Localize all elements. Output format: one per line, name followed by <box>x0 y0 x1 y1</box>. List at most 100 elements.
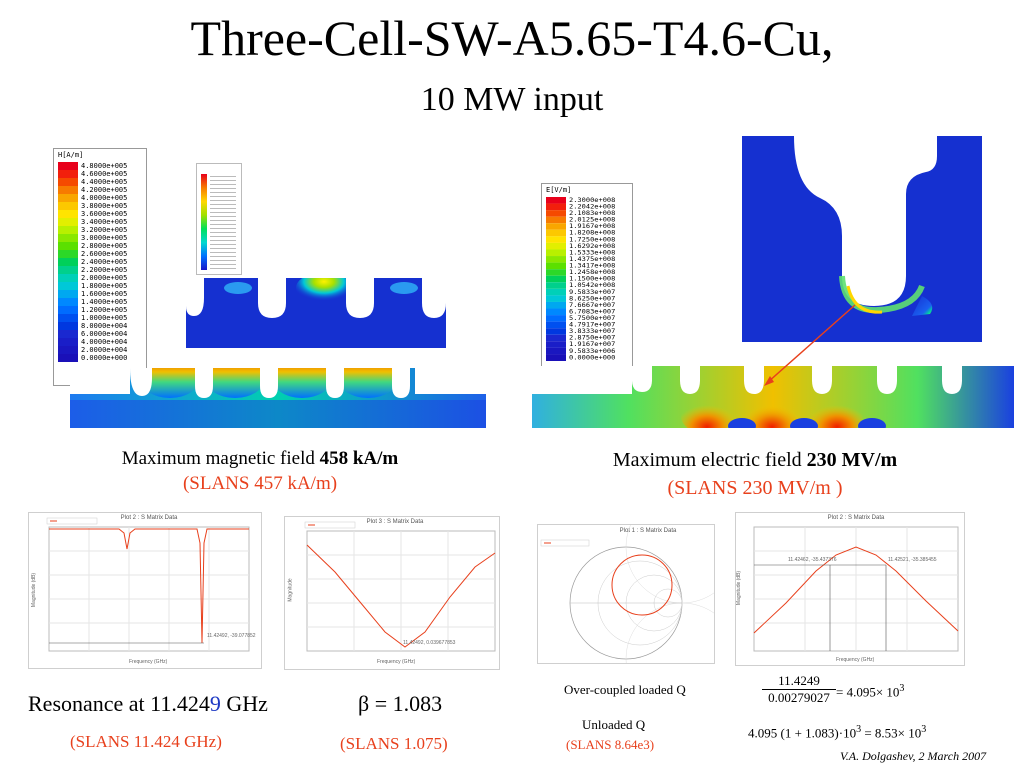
electric-caption: Maximum electric field 230 MV/m <box>612 449 898 471</box>
electric-legend-row: 1.0542e+008 <box>542 282 632 289</box>
magnetic-legend-value: 2.2000e+005 <box>81 266 128 274</box>
electric-legend-row: 3.8333e+007 <box>542 328 632 335</box>
plot3-title: Plot 1 : S Matrix Data <box>619 528 677 534</box>
electric-legend-value: 1.9167e+008 <box>569 223 616 230</box>
magnetic-legend-swatch <box>58 210 78 218</box>
electric-legend-row: 8.6250e+007 <box>542 295 632 302</box>
electric-legend-swatch <box>546 210 566 217</box>
electric-legend-row: 9.5833e+007 <box>542 288 632 296</box>
magnetic-legend-row: 1.0000e+005 <box>54 314 146 322</box>
electric-legend-value: 1.0542e+008 <box>569 282 616 289</box>
electric-legend-row: 0.0000e+000 <box>542 354 632 361</box>
magnetic-legend-value: 1.6000e+005 <box>81 290 128 298</box>
electric-legend-row: 1.3417e+008 <box>542 262 632 270</box>
magnetic-legend-value: 8.0000e+004 <box>81 322 128 330</box>
magnetic-legend-swatch <box>58 266 78 274</box>
electric-legend-value: 5.7500e+007 <box>569 315 616 322</box>
magnetic-legend-swatch <box>58 306 78 314</box>
electric-legend-row: 1.8208e+008 <box>542 229 632 237</box>
electric-field-legend: E[V/m] 2.3000e+008 2.2042e+008 2.1083e+008… <box>541 183 633 377</box>
magnetic-legend-row: 1.8000e+005 <box>54 282 146 290</box>
magnetic-inset-legend <box>196 163 242 275</box>
electric-legend-swatch <box>546 315 566 322</box>
beta-slans: (SLANS 1.075) <box>340 734 448 753</box>
plot4-marker-right: 11.42521, -35.385455 <box>888 557 937 563</box>
magnetic-legend-value: 3.2000e+005 <box>81 226 128 234</box>
electric-legend-swatch <box>546 203 566 211</box>
magnetic-legend-value: 3.8000e+005 <box>81 202 128 210</box>
electric-legend-swatch <box>546 256 566 263</box>
magnetic-legend-value: 6.0000e+004 <box>81 330 128 338</box>
electric-legend-row: 1.9167e+008 <box>542 223 632 230</box>
electric-legend-value: 1.2458e+008 <box>569 269 616 276</box>
magnetic-legend-swatch <box>58 330 78 338</box>
magnetic-legend-row: 3.6000e+005 <box>54 210 146 218</box>
magnetic-legend-value: 4.4000e+005 <box>81 178 128 186</box>
magnetic-legend-row: 1.4000e+005 <box>54 298 146 306</box>
magnetic-legend-value: 4.0000e+005 <box>81 194 128 202</box>
magnetic-legend-row: 3.0000e+005 <box>54 234 146 242</box>
electric-legend-swatch <box>546 282 566 289</box>
electric-legend-value: 2.1083e+008 <box>569 210 616 217</box>
s-matrix-plot-2: Plot 3 : S Matrix Data 11.42492, 0.03967… <box>284 516 500 670</box>
magnetic-legend-row: 0.0000e+000 <box>54 354 146 362</box>
electric-legend-swatch <box>546 197 566 204</box>
electric-legend-row: 1.2458e+008 <box>542 269 632 276</box>
electric-legend-value: 1.8208e+008 <box>569 229 616 237</box>
electric-legend-swatch <box>546 308 566 316</box>
resonance-text: Resonance at 11.4249 GHz <box>28 691 268 716</box>
electric-legend-swatch <box>546 223 566 230</box>
magnetic-legend-value: 3.0000e+005 <box>81 234 128 242</box>
electric-legend-row: 6.7083e+007 <box>542 308 632 316</box>
electric-legend-row: 7.6667e+007 <box>542 301 632 309</box>
electric-legend-row: 2.2042e+008 <box>542 203 632 211</box>
electric-legend-row: 1.6292e+008 <box>542 242 632 250</box>
magnetic-legend-value: 2.8000e+005 <box>81 242 128 250</box>
electric-legend-value: 2.2042e+008 <box>569 203 616 211</box>
magnetic-legend-value: 4.8000e+005 <box>81 162 128 170</box>
magnetic-legend-row: 2.8000e+005 <box>54 242 146 250</box>
magnetic-legend-swatch <box>58 354 78 362</box>
magnetic-legend-value: 4.0000e+004 <box>81 338 128 346</box>
beta-text: β = 1.083 <box>358 691 443 716</box>
magnetic-legend-value: 2.6000e+005 <box>81 250 128 258</box>
magnetic-legend-swatch <box>58 258 78 266</box>
electric-legend-row: 9.5833e+006 <box>542 347 632 355</box>
electric-legend-value: 2.8750e+007 <box>569 334 616 342</box>
loaded-q-numerator: 11.4249 <box>778 673 820 688</box>
electric-legend-value: 3.8333e+007 <box>569 328 616 335</box>
plot4-marker-left: 11.42462, -35.437376 <box>788 557 837 563</box>
electric-legend-value: 2.0125e+008 <box>569 216 616 224</box>
electric-legend-swatch <box>546 236 566 243</box>
electric-legend-value: 1.5333e+008 <box>569 249 616 257</box>
magnetic-legend-swatch <box>58 226 78 234</box>
electric-legend-title: E[V/m] <box>546 186 572 194</box>
plot4-ylabel: Magnitude (dB) <box>736 570 743 606</box>
electric-legend-swatch <box>546 295 566 302</box>
magnetic-legend-value: 4.6000e+005 <box>81 170 128 178</box>
resonance-slans: (SLANS 11.424 GHz) <box>70 732 222 751</box>
magnetic-legend-value: 1.0000e+005 <box>81 314 128 322</box>
magnetic-legend-swatch <box>58 218 78 226</box>
electric-legend-swatch <box>546 242 566 250</box>
electric-legend-swatch <box>546 341 566 348</box>
magnetic-legend-swatch <box>58 162 78 170</box>
magnetic-legend-row: 2.2000e+005 <box>54 266 146 274</box>
unloaded-q-formula: 4.095 (1 + 1.083)·103 = 8.53× 103 <box>748 724 927 741</box>
magnetic-legend-swatch <box>58 298 78 306</box>
magnetic-legend-value: 2.0000e+004 <box>81 346 128 354</box>
electric-legend-value: 1.3417e+008 <box>569 262 616 270</box>
page-subtitle: 10 MW input <box>420 81 604 118</box>
magnetic-legend-swatch <box>58 186 78 194</box>
magnetic-legend-row: 2.4000e+005 <box>54 258 146 266</box>
electric-legend-value: 8.6250e+007 <box>569 295 616 302</box>
electric-legend-value: 4.7917e+007 <box>569 321 616 329</box>
magnetic-legend-row: 3.4000e+005 <box>54 218 146 226</box>
page-title: Three-Cell-SW-A5.65-T4.6-Cu, <box>190 10 834 66</box>
magnetic-legend-row: 4.4000e+005 <box>54 178 146 186</box>
magnetic-field-legend: H[A/m] 4.8000e+005 4.6000e+005 4.4000e+005… <box>53 148 147 386</box>
magnetic-legend-value: 4.2000e+005 <box>81 186 128 194</box>
magnetic-slans: (SLANS 457 kA/m) <box>182 473 338 494</box>
magnetic-legend-value: 0.0000e+000 <box>81 354 128 362</box>
magnetic-legend-swatch <box>58 242 78 250</box>
